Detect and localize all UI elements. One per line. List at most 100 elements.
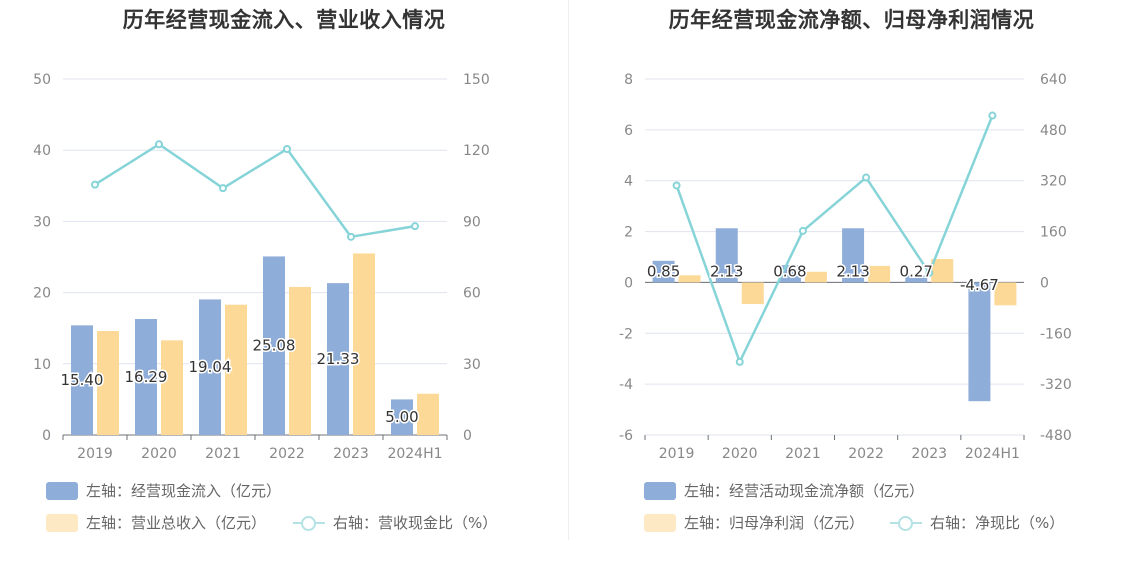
y-left-tick-label: -4 [619, 377, 633, 393]
x-tick-label: 2021 [205, 446, 241, 462]
x-tick-label: 2020 [141, 446, 177, 462]
legend-item-revenue-cash-ratio[interactable]: 右轴：营收现金比（%） [293, 512, 497, 533]
x-tick-label: 2021 [785, 446, 821, 462]
legend-swatch-line [890, 514, 922, 532]
y-left-tick-label: -6 [619, 428, 633, 444]
line-point [411, 222, 419, 231]
line-point [347, 232, 355, 241]
y-right-tick-label: -160 [1040, 326, 1072, 342]
bar-secondary [225, 304, 247, 435]
line-point [735, 357, 744, 366]
line-point [925, 268, 934, 277]
bar-primary [199, 299, 221, 435]
bar-secondary [97, 331, 119, 435]
line-point [283, 145, 291, 154]
bar-primary [135, 319, 157, 435]
bar-secondary [994, 282, 1017, 306]
legend-item-net-cash-ratio[interactable]: 右轴：净现比（%） [890, 512, 1064, 533]
bar-secondary [931, 259, 954, 283]
y-left-tick-label: 0 [624, 275, 633, 291]
legend-swatch [644, 513, 676, 532]
y-left-tick-label: 50 [33, 72, 51, 88]
y-right-tick-label: 150 [463, 72, 490, 88]
line-point [798, 226, 807, 235]
y-right-tick-label: 120 [463, 143, 490, 159]
bar-primary [652, 260, 675, 283]
bar-primary [327, 283, 349, 435]
y-left-tick-label: 0 [42, 428, 51, 444]
legend-label: 左轴：经营活动现金流净额（亿元） [684, 482, 925, 500]
line-point [672, 181, 681, 190]
legend-item-revenue[interactable]: 左轴：营业总收入（亿元） [46, 512, 266, 533]
bar-secondary [417, 393, 439, 435]
line-series [94, 143, 416, 239]
y-left-tick-label: 2 [624, 225, 633, 241]
chart-title: 历年经营现金流入、营业收入情况 [122, 8, 446, 32]
line-point [91, 180, 99, 189]
y-right-tick-label: 320 [1040, 174, 1067, 190]
x-tick-label: 2020 [722, 446, 758, 462]
bar-secondary [678, 275, 701, 283]
y-right-tick-label: -320 [1040, 377, 1072, 393]
bar-secondary [741, 282, 764, 305]
chart-panel-cashflow-revenue: 历年经营现金流入、营业收入情况 0 0 10 30 20 60 30 90 40 120 50 150… [33, 8, 497, 533]
bar-data-label: 0.27 [900, 262, 933, 280]
x-tick-label: 2019 [77, 446, 113, 462]
legend-swatch-line [293, 514, 325, 532]
bar-secondary [804, 271, 827, 283]
bar-data-label: 25.08 [253, 337, 296, 355]
y-right-tick-label: 480 [1040, 123, 1067, 139]
bar-data-label: 16.29 [125, 368, 168, 386]
bar-primary [905, 275, 928, 283]
legend-label: 右轴：净现比（%） [930, 514, 1065, 532]
bar-data-label: 21.33 [317, 350, 360, 368]
line-point [988, 111, 997, 120]
chart-panel-net-cashflow-profit: 历年经营现金流净额、归母净利润情况 -6 -480 -4 -320 -2 -160 0 0 2 1… [569, 0, 1134, 582]
line-series [675, 115, 994, 364]
bar-secondary [289, 286, 311, 435]
legend-item-net-cashflow[interactable]: 左轴：经营活动现金流净额（亿元） [644, 480, 924, 501]
x-tick-label: 2022 [269, 446, 305, 462]
x-tick-label: 2023 [911, 446, 947, 462]
legend-label: 左轴：经营现金流入（亿元） [86, 482, 282, 500]
bar-secondary [353, 253, 375, 435]
legend-label: 右轴：营收现金比（%） [333, 514, 498, 532]
y-right-tick-label: 30 [463, 357, 481, 373]
x-tick-label: 2024H1 [387, 446, 442, 462]
panel-divider [568, 0, 569, 540]
x-tick-label: 2022 [848, 446, 884, 462]
bar-data-label: 0.85 [647, 262, 680, 280]
y-left-tick-label: 4 [624, 174, 633, 190]
x-tick-label: 2024H1 [965, 446, 1020, 462]
bar-data-label: -4.67 [960, 276, 999, 294]
y-left-tick-label: 10 [33, 357, 51, 373]
bar-secondary [868, 265, 891, 283]
y-right-tick-label: 90 [463, 214, 481, 230]
x-tick-label: 2023 [333, 446, 369, 462]
chart-plot: -6 -480 -4 -320 -2 -160 0 0 2 160 4 320 6 480 8 640 2019… [619, 72, 1072, 462]
bar-secondary [161, 340, 183, 435]
bar-data-label: 19.04 [189, 358, 232, 376]
y-left-tick-label: 40 [33, 143, 51, 159]
line-point [155, 140, 163, 149]
chart-plot: 0 0 10 30 20 60 30 90 40 120 50 150 2019 2020 2021 2022… [33, 72, 490, 462]
legend-label: 左轴：营业总收入（亿元） [86, 514, 267, 532]
legend-item-net-profit[interactable]: 左轴：归母净利润（亿元） [644, 512, 864, 533]
legend-item-cash-inflow[interactable]: 左轴：经营现金流入（亿元） [46, 480, 281, 501]
y-left-tick-label: 30 [33, 214, 51, 230]
line-point [862, 173, 871, 182]
bar-data-label: 15.40 [61, 371, 104, 389]
y-left-tick-label: 8 [624, 72, 633, 88]
bar-primary [71, 325, 93, 435]
y-right-tick-label: 60 [463, 286, 481, 302]
y-left-tick-label: 20 [33, 286, 51, 302]
chart-title: 历年经营现金流净额、归母净利润情况 [668, 8, 1035, 32]
y-right-tick-label: 0 [1040, 275, 1049, 291]
y-left-tick-label: 6 [624, 123, 633, 139]
legend-swatch [46, 481, 78, 500]
bar-data-label: 2.13 [710, 262, 743, 280]
y-right-tick-label: 640 [1040, 72, 1067, 88]
bar-primary [263, 256, 285, 435]
x-tick-label: 2019 [659, 446, 695, 462]
bar-data-label: 5.00 [385, 408, 418, 426]
